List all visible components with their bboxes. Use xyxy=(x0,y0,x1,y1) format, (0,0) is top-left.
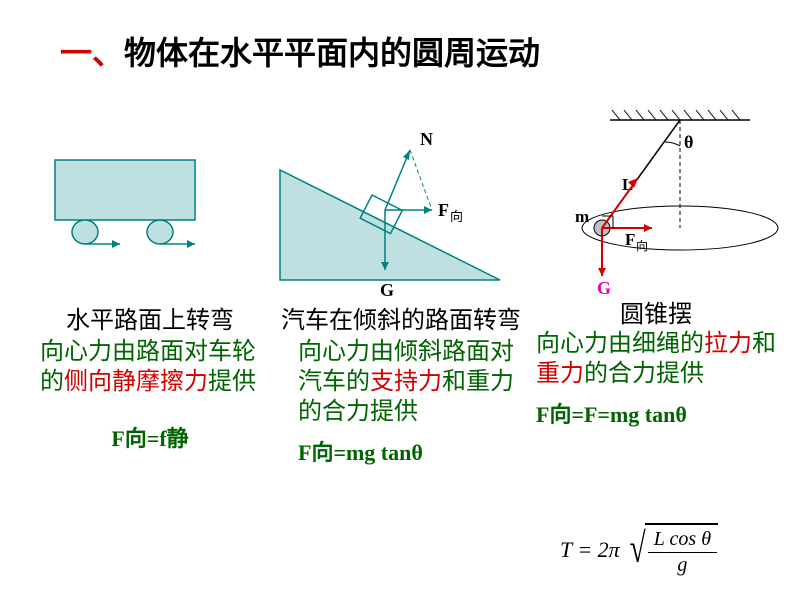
caption-pendulum: 圆锥摆 xyxy=(536,294,776,329)
period-left: T = 2π xyxy=(560,537,620,563)
column-inclined: 汽车在倾斜的路面转弯 向心力由倾斜路面对汽车的支持力和重力的合力提供 F向=mg… xyxy=(276,300,526,467)
svg-text:m: m xyxy=(575,207,589,226)
diagram-inclined: N F 向 G xyxy=(260,110,520,300)
svg-text:向: 向 xyxy=(450,209,463,224)
eq-pendulum: F向=F=mg tanθ xyxy=(536,397,776,429)
column-flat-road: 水平路面上转弯 向心力由路面对车轮的侧向静摩擦力提供 F向=f静 xyxy=(40,300,260,453)
period-formula: T = 2π √ L cos θ g xyxy=(560,523,718,576)
svg-text:G: G xyxy=(380,280,394,300)
svg-text:N: N xyxy=(420,129,433,149)
svg-text:θ: θ xyxy=(684,132,693,152)
svg-text:F: F xyxy=(625,230,635,249)
radical: √ L cos θ g xyxy=(626,523,718,576)
caption-inclined: 汽车在倾斜的路面转弯 xyxy=(276,300,526,335)
period-denominator: g xyxy=(677,553,687,576)
title-number: 一、 xyxy=(60,35,124,71)
diagram-conical-pendulum: θ L m F 向 G xyxy=(520,100,790,300)
period-numerator: L cos θ xyxy=(648,529,717,553)
diagram-flat-road xyxy=(40,150,220,280)
eq-inclined: F向=mg tanθ xyxy=(276,435,526,467)
eq-flat: F向=f静 xyxy=(40,421,260,453)
surd-symbol: √ xyxy=(629,537,645,562)
svg-text:向: 向 xyxy=(636,238,648,253)
column-pendulum: 圆锥摆 向心力由细绳的拉力和重力的合力提供 F向=F=mg tanθ xyxy=(536,300,776,429)
desc-inclined: 向心力由倾斜路面对汽车的支持力和重力的合力提供 xyxy=(276,337,526,427)
desc-pendulum: 向心力由细绳的拉力和重力的合力提供 xyxy=(536,329,776,389)
title-text: 物体在水平平面内的圆周运动 xyxy=(124,35,540,71)
svg-text:F: F xyxy=(438,200,449,220)
desc-flat: 向心力由路面对车轮的侧向静摩擦力提供 xyxy=(40,337,260,397)
caption-flat: 水平路面上转弯 xyxy=(40,300,260,335)
page-title: 一、物体在水平平面内的圆周运动 xyxy=(60,28,740,74)
